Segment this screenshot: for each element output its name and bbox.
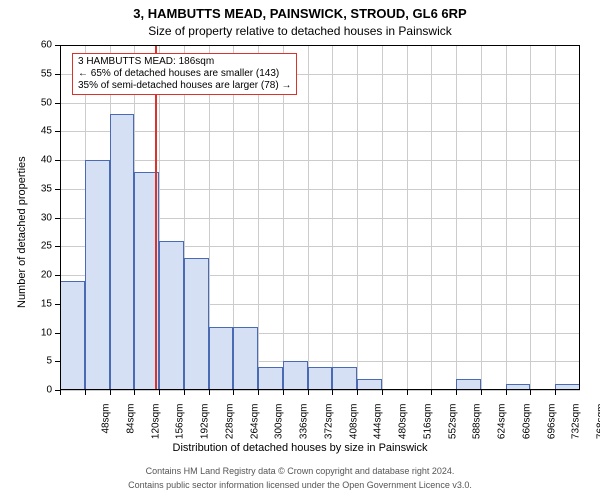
y-tick-mark xyxy=(55,333,60,334)
grid-line xyxy=(555,45,556,390)
grid-line xyxy=(382,45,383,390)
grid-line xyxy=(431,45,432,390)
grid-line xyxy=(60,131,580,132)
x-tick-mark xyxy=(431,390,432,395)
x-tick-mark xyxy=(159,390,160,395)
y-tick-mark xyxy=(55,218,60,219)
histogram-bar xyxy=(382,389,407,390)
histogram-bar xyxy=(481,389,506,390)
x-tick-mark xyxy=(530,390,531,395)
y-tick-label: 45 xyxy=(0,126,52,137)
histogram-bar xyxy=(209,327,234,390)
tooltip-line-3: 35% of semi-detached houses are larger (… xyxy=(78,80,291,92)
tooltip-line-2: ← 65% of detached houses are smaller (14… xyxy=(78,68,291,80)
histogram-bar xyxy=(431,389,456,390)
histogram-bar xyxy=(60,281,85,390)
grid-line xyxy=(530,45,531,390)
histogram-bar xyxy=(308,367,333,390)
histogram-bar xyxy=(332,367,357,390)
marker-line xyxy=(155,45,157,390)
footer-line-2: Contains public sector information licen… xyxy=(0,480,600,490)
grid-line xyxy=(456,45,457,390)
histogram-bar xyxy=(530,389,555,390)
x-tick-mark xyxy=(110,390,111,395)
y-tick-label: 5 xyxy=(0,356,52,367)
x-tick-mark xyxy=(60,390,61,395)
y-tick-mark xyxy=(55,103,60,104)
y-tick-mark xyxy=(55,189,60,190)
y-tick-label: 0 xyxy=(0,385,52,396)
grid-line xyxy=(407,45,408,390)
x-axis-label: Distribution of detached houses by size … xyxy=(0,442,600,454)
histogram-bar xyxy=(456,379,481,391)
y-tick-mark xyxy=(55,45,60,46)
histogram-bar xyxy=(555,384,580,390)
histogram-bar xyxy=(184,258,209,390)
property-size-histogram-chart: 3, HAMBUTTS MEAD, PAINSWICK, STROUD, GL6… xyxy=(0,0,600,500)
y-tick-mark xyxy=(55,74,60,75)
y-tick-label: 10 xyxy=(0,327,52,338)
grid-line xyxy=(357,45,358,390)
x-tick-mark xyxy=(332,390,333,395)
x-tick-mark xyxy=(555,390,556,395)
grid-line xyxy=(579,45,580,390)
y-tick-label: 60 xyxy=(0,40,52,51)
tooltip-line-1: 3 HAMBUTTS MEAD: 186sqm xyxy=(78,56,291,68)
x-tick-mark xyxy=(506,390,507,395)
x-tick-mark xyxy=(308,390,309,395)
plot-area xyxy=(60,45,580,390)
x-tick-mark xyxy=(258,390,259,395)
y-tick-mark xyxy=(55,131,60,132)
y-tick-label: 50 xyxy=(0,97,52,108)
chart-subtitle: Size of property relative to detached ho… xyxy=(0,24,600,38)
x-tick-mark xyxy=(233,390,234,395)
y-tick-mark xyxy=(55,304,60,305)
grid-line xyxy=(258,45,259,390)
y-tick-mark xyxy=(55,246,60,247)
grid-line xyxy=(481,45,482,390)
grid-line xyxy=(308,45,309,390)
y-tick-label: 55 xyxy=(0,68,52,79)
grid-line xyxy=(60,45,580,46)
x-tick-mark xyxy=(382,390,383,395)
x-tick-mark xyxy=(456,390,457,395)
x-tick-mark xyxy=(407,390,408,395)
histogram-bar xyxy=(283,361,308,390)
x-tick-mark xyxy=(184,390,185,395)
histogram-bar xyxy=(85,160,110,390)
x-tick-mark xyxy=(283,390,284,395)
histogram-bar xyxy=(110,114,135,390)
histogram-bar xyxy=(159,241,184,391)
histogram-bar xyxy=(407,389,432,390)
grid-line xyxy=(283,45,284,390)
grid-line xyxy=(60,390,580,391)
grid-line xyxy=(332,45,333,390)
grid-line xyxy=(506,45,507,390)
x-tick-mark xyxy=(481,390,482,395)
grid-line xyxy=(60,103,580,104)
x-tick-mark xyxy=(209,390,210,395)
chart-title: 3, HAMBUTTS MEAD, PAINSWICK, STROUD, GL6… xyxy=(0,6,600,21)
marker-tooltip: 3 HAMBUTTS MEAD: 186sqm← 65% of detached… xyxy=(72,53,297,95)
y-tick-mark xyxy=(55,160,60,161)
y-axis-label: Number of detached properties xyxy=(16,156,28,308)
y-tick-mark xyxy=(55,275,60,276)
histogram-bar xyxy=(233,327,258,390)
x-tick-mark xyxy=(134,390,135,395)
histogram-bar xyxy=(258,367,283,390)
grid-line xyxy=(60,160,580,161)
histogram-bar xyxy=(506,384,531,390)
y-tick-mark xyxy=(55,361,60,362)
x-tick-mark xyxy=(85,390,86,395)
histogram-bar xyxy=(357,379,382,391)
x-tick-mark xyxy=(357,390,358,395)
footer-line-1: Contains HM Land Registry data © Crown c… xyxy=(0,466,600,476)
